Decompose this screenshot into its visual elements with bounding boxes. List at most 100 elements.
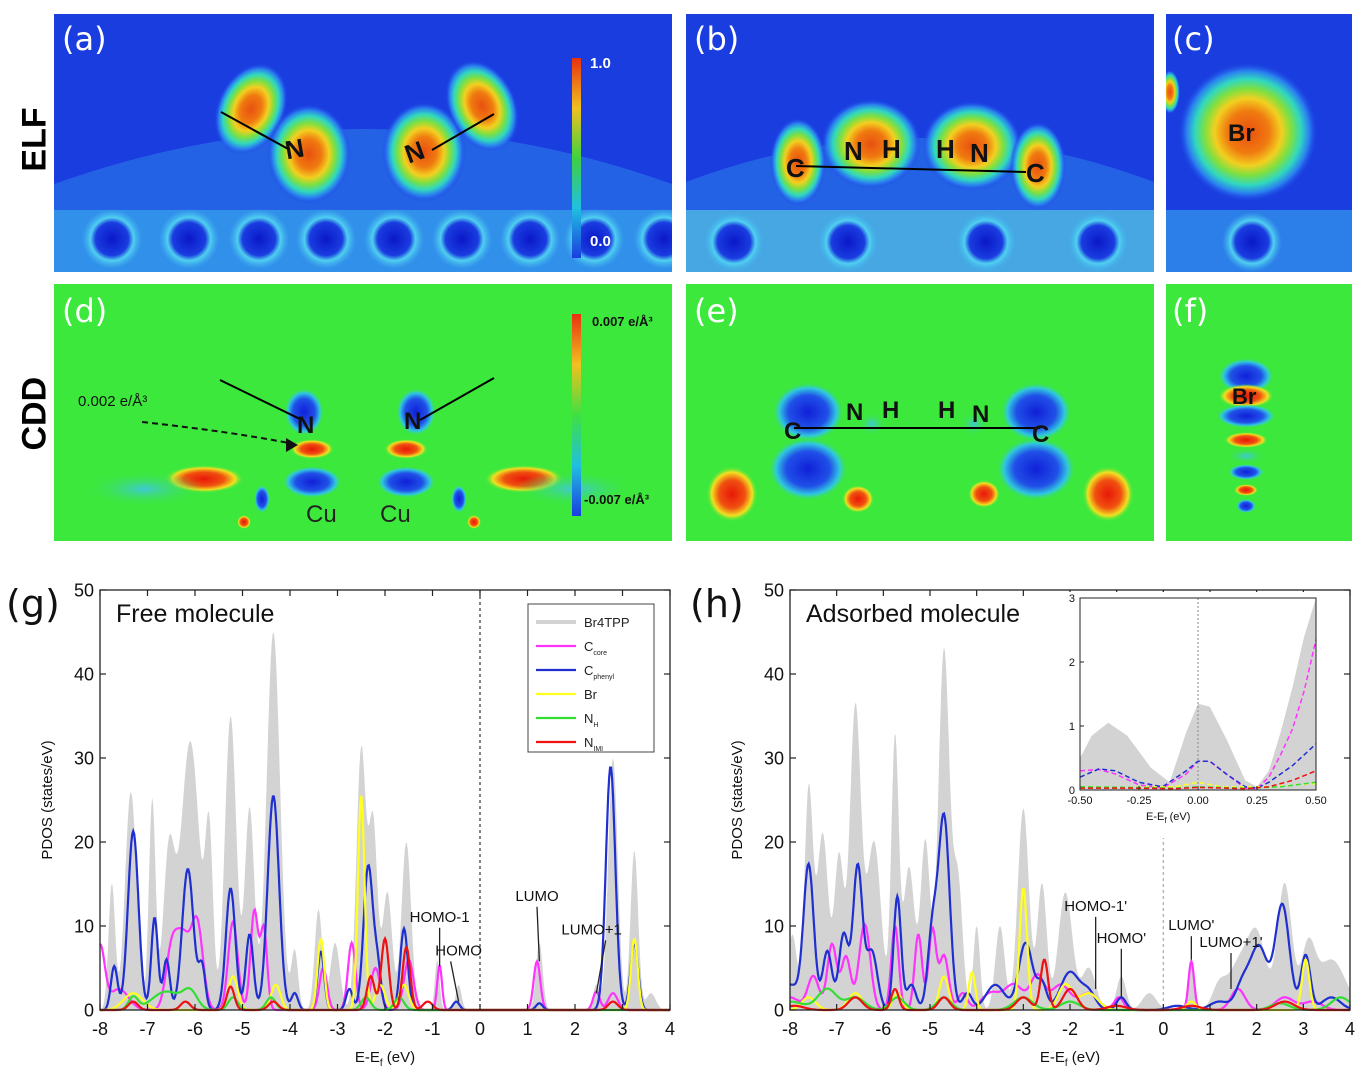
inset-x-tick-label: 0.00 bbox=[1187, 795, 1208, 807]
annotation-2: LUMO' bbox=[1168, 917, 1214, 934]
x-tick-label: -4 bbox=[969, 1019, 985, 1039]
panel-label-g: (g) bbox=[6, 582, 60, 626]
x-tick-label: -5 bbox=[234, 1019, 250, 1039]
elf-atom-b-4: H bbox=[936, 134, 955, 164]
elf-atom-b-1: C bbox=[786, 153, 805, 183]
panel-label-b: (b) bbox=[694, 20, 740, 58]
elf-colorbar-min: 0.0 bbox=[590, 233, 611, 250]
annotation-1: HOMO bbox=[435, 942, 482, 959]
y-tick-label: 30 bbox=[764, 748, 784, 768]
annotation-1: HOMO' bbox=[1097, 930, 1147, 947]
chart-title: Adsorbed molecule bbox=[806, 600, 1020, 628]
x-tick-label: -5 bbox=[922, 1019, 938, 1039]
x-tick-label: -6 bbox=[187, 1019, 203, 1039]
panel-label-e: (e) bbox=[694, 292, 739, 330]
y-tick-label: 40 bbox=[764, 664, 784, 684]
x-tick-label: 3 bbox=[617, 1019, 627, 1039]
x-tick-label: -4 bbox=[282, 1019, 298, 1039]
series-br4tpp bbox=[100, 633, 670, 1010]
cdd-substrate-d-2: Cu bbox=[380, 501, 411, 528]
cdd-atom-e-6: C bbox=[1032, 421, 1049, 448]
x-tick-label: -7 bbox=[829, 1019, 845, 1039]
y-tick-label: 0 bbox=[84, 1000, 94, 1020]
cdd-atom-e-4: H bbox=[938, 397, 955, 424]
inset-x-axis-label: E-Ef (eV) bbox=[1146, 811, 1190, 825]
inset-series-n-imi bbox=[1080, 770, 1317, 790]
x-tick-label: -1 bbox=[424, 1019, 440, 1039]
annotation-0: HOMO-1 bbox=[410, 909, 470, 926]
annotation-2: LUMO bbox=[515, 888, 558, 905]
x-axis-label: E-Ef (eV) bbox=[355, 1049, 415, 1069]
cdd-panel-d: N N Cu Cu 0.002 e/Å³ 0.007 e/Å³ -0.007 e… bbox=[54, 284, 672, 541]
inset-series-c-phenyl bbox=[1079, 743, 1317, 789]
annotation-3: LUMO+1' bbox=[1199, 934, 1262, 951]
y-tick-label: 0 bbox=[774, 1000, 784, 1020]
elf-colorbar bbox=[572, 58, 581, 258]
x-tick-label: 0 bbox=[1158, 1019, 1168, 1039]
annotation-3: LUMO+1 bbox=[561, 921, 621, 938]
cdd-atom-f: Br bbox=[1232, 384, 1257, 409]
inset-x-tick-label: -0.50 bbox=[1067, 795, 1092, 807]
y-tick-label: 30 bbox=[74, 748, 94, 768]
elf-panel-b: C N H H N C bbox=[686, 14, 1154, 272]
elf-panel-c: Br bbox=[1166, 14, 1352, 272]
cdd-substrate-d-1: Cu bbox=[306, 501, 337, 528]
annotation-0: HOMO-1' bbox=[1064, 898, 1127, 915]
annotation-line bbox=[449, 961, 460, 1002]
series-c-phenyl bbox=[790, 811, 1351, 1012]
cdd-panel-f: Br bbox=[1166, 284, 1352, 541]
inset-series-n-h bbox=[1079, 781, 1317, 789]
x-tick-label: 2 bbox=[1252, 1019, 1262, 1039]
inset-y-tick-label: 0 bbox=[1069, 785, 1075, 797]
series-br4tpp bbox=[790, 647, 1350, 1010]
cdd-colorbar-max: 0.007 e/Å³ bbox=[592, 314, 653, 329]
elf-atom-c: Br bbox=[1228, 120, 1255, 147]
elf-atom-b-3: H bbox=[882, 134, 901, 164]
elf-atom-b-6: C bbox=[1026, 158, 1045, 188]
cdd-atom-e-1: C bbox=[784, 418, 801, 445]
elf-colorbar-max: 1.0 bbox=[590, 55, 611, 72]
elf-panel-a: N N 1.0 0.0 bbox=[54, 14, 672, 272]
legend-entry: Br bbox=[584, 687, 598, 702]
cdd-atom-e-3: H bbox=[882, 397, 899, 424]
legend-entry: Br4TPP bbox=[584, 615, 630, 630]
x-tick-label: 1 bbox=[522, 1019, 532, 1039]
y-tick-label: 20 bbox=[764, 832, 784, 852]
annotation-line bbox=[595, 940, 607, 994]
cdd-panel-e: C N H H N C bbox=[686, 284, 1154, 541]
cdd-atom-d-2: N bbox=[404, 408, 421, 435]
annotation-line bbox=[536, 906, 541, 962]
row-label-cdd: CDD bbox=[15, 376, 54, 451]
x-tick-label: 3 bbox=[1298, 1019, 1308, 1039]
x-tick-label: -8 bbox=[782, 1019, 798, 1039]
panel-label-c: (c) bbox=[1172, 20, 1215, 58]
y-tick-label: 20 bbox=[74, 832, 94, 852]
elf-atom-a-1: N bbox=[283, 132, 307, 165]
chart-title: Free molecule bbox=[116, 600, 274, 628]
cdd-atom-e-5: N bbox=[972, 401, 989, 428]
x-tick-label: -2 bbox=[1062, 1019, 1078, 1039]
y-axis-label: PDOS (states/eV) bbox=[39, 740, 56, 859]
x-tick-label: 1 bbox=[1205, 1019, 1215, 1039]
inset-x-tick-label: -0.25 bbox=[1126, 795, 1151, 807]
y-axis-label: PDOS (states/eV) bbox=[729, 740, 746, 859]
x-tick-label: 4 bbox=[1345, 1019, 1355, 1039]
cdd-annotation: 0.002 e/Å³ bbox=[78, 393, 147, 410]
x-tick-label: -2 bbox=[377, 1019, 393, 1039]
legend-entry: NIMI bbox=[584, 735, 603, 753]
y-tick-label: 40 bbox=[74, 664, 94, 684]
cdd-atom-e-2: N bbox=[846, 399, 863, 426]
inset-y-tick-label: 1 bbox=[1069, 721, 1075, 733]
legend-entry: Cphenyl bbox=[584, 663, 614, 681]
y-tick-label: 50 bbox=[74, 580, 94, 600]
legend-entry: Ccore bbox=[584, 639, 607, 657]
legend-box bbox=[527, 603, 655, 753]
x-tick-label: -1 bbox=[1109, 1019, 1125, 1039]
x-tick-label: 0 bbox=[475, 1019, 485, 1039]
elf-atom-b-5: N bbox=[970, 138, 989, 168]
x-tick-label: -3 bbox=[329, 1019, 345, 1039]
cdd-colorbar bbox=[572, 314, 581, 516]
x-tick-label: -6 bbox=[875, 1019, 891, 1039]
